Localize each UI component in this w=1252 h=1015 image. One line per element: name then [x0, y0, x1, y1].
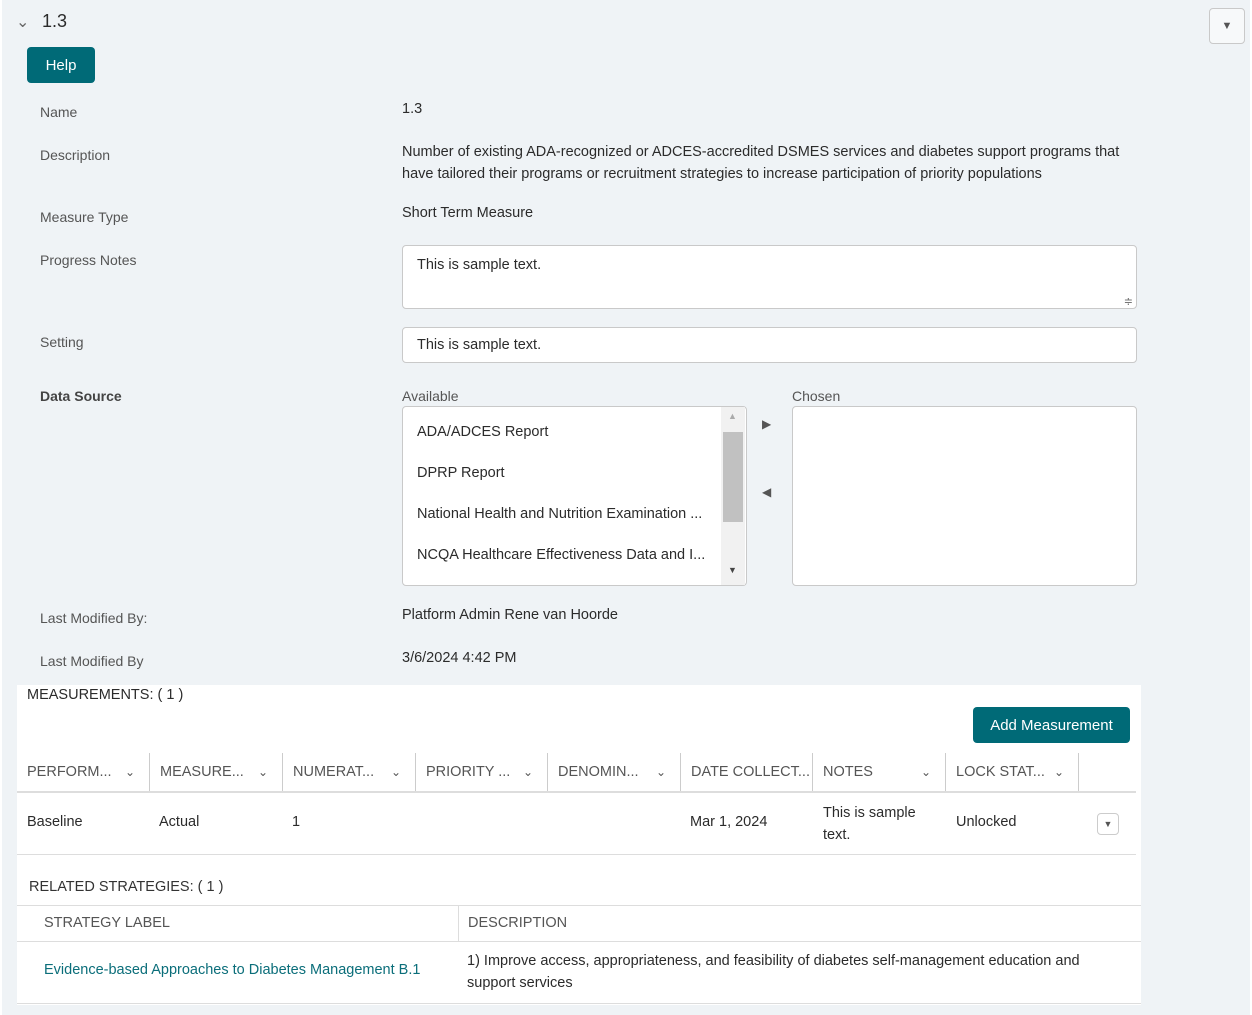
- cell-performance: Baseline: [27, 814, 83, 830]
- column-header-notes[interactable]: NOTES ⌄: [813, 753, 946, 791]
- cell-date-collected: Mar 1, 2024: [690, 814, 768, 830]
- column-label: MEASURE...: [160, 764, 244, 780]
- progress-notes-text: This is sample text.: [417, 257, 542, 273]
- column-label: PRIORITY ...: [426, 764, 511, 780]
- column-label: PERFORM...: [27, 764, 112, 780]
- column-header-measure[interactable]: MEASURE... ⌄: [150, 753, 283, 791]
- column-label: LOCK STAT...: [956, 764, 1045, 780]
- column-header-denominator[interactable]: DENOMIN... ⌄: [548, 753, 681, 791]
- chevron-down-icon[interactable]: ⌄: [124, 765, 135, 779]
- last-modified-by-value: Platform Admin Rene van Hoorde: [402, 607, 618, 623]
- chevron-down-icon[interactable]: ⌄: [16, 14, 30, 31]
- divider: [458, 906, 459, 941]
- chosen-listbox[interactable]: [792, 406, 1137, 586]
- setting-label: Setting: [40, 334, 84, 350]
- progress-notes-label: Progress Notes: [40, 252, 137, 268]
- measure-type-value: Short Term Measure: [402, 205, 534, 221]
- column-label: DENOMIN...: [558, 764, 639, 780]
- setting-input[interactable]: This is sample text.: [402, 327, 1137, 363]
- chevron-down-icon[interactable]: ⌄: [522, 765, 533, 779]
- divider: [17, 791, 1136, 793]
- help-button[interactable]: Help: [27, 47, 95, 83]
- row-actions-button[interactable]: ▼: [1097, 813, 1119, 835]
- description-value: Number of existing ADA-recognized or ADC…: [402, 144, 1120, 182]
- strategies-count: ( 1 ): [197, 879, 224, 895]
- cell-notes: This is sample text.: [823, 805, 916, 843]
- cell-measure: Actual: [159, 814, 200, 830]
- strategies-title: RELATED STRATEGIES: ( 1 ): [29, 879, 223, 895]
- scrollbar[interactable]: ▲ ▼: [721, 407, 745, 585]
- column-header-numerator[interactable]: NUMERAT... ⌄: [283, 753, 416, 791]
- option-dprp-report[interactable]: DPRP Report: [417, 465, 505, 481]
- table-row: Baseline Actual 1 Mar 1, 2024 This is sa…: [17, 793, 1136, 855]
- chevron-down-icon[interactable]: ⌄: [1053, 765, 1064, 779]
- actions-menu-button[interactable]: ▼: [1209, 8, 1245, 44]
- strategy-description: 1) Improve access, appropriateness, and …: [467, 953, 1080, 991]
- scrollbar-thumb[interactable]: [723, 432, 743, 522]
- name-label: Name: [40, 104, 78, 120]
- chevron-down-icon[interactable]: ⌄: [920, 765, 931, 779]
- measurements-count: ( 1 ): [157, 687, 184, 703]
- chevron-down-icon[interactable]: ⌄: [390, 765, 401, 779]
- move-left-icon[interactable]: ◀: [762, 485, 772, 499]
- column-header-strategy-label[interactable]: STRATEGY LABEL: [44, 915, 170, 931]
- strategies-header-row: STRATEGY LABEL DESCRIPTION: [17, 905, 1141, 942]
- measurements-panel: MEASUREMENTS: ( 1 ) Add Measurement PERF…: [17, 685, 1141, 1005]
- option-ncqa-hedis[interactable]: NCQA Healthcare Effectiveness Data and I…: [417, 547, 706, 563]
- cell-lock-status: Unlocked: [956, 814, 1017, 830]
- add-measurement-button[interactable]: Add Measurement: [973, 707, 1130, 743]
- scroll-up-icon[interactable]: ▲: [728, 411, 737, 421]
- available-listbox[interactable]: ADA/ADCES Report DPRP Report National He…: [402, 406, 747, 586]
- chevron-down-icon[interactable]: ⌄: [655, 765, 666, 779]
- chosen-label: Chosen: [792, 388, 841, 404]
- last-modified-value: 3/6/2024 4:42 PM: [402, 650, 517, 666]
- column-header-performance[interactable]: PERFORM... ⌄: [17, 753, 150, 791]
- scroll-down-icon[interactable]: ▼: [728, 565, 737, 575]
- table-row: Evidence-based Approaches to Diabetes Ma…: [17, 942, 1141, 1004]
- column-header-date-collected[interactable]: DATE COLLECT...: [681, 753, 813, 791]
- description-label: Description: [40, 147, 111, 163]
- measurements-title-text: MEASUREMENTS:: [27, 687, 154, 703]
- divider: [17, 854, 1136, 855]
- column-label: DATE COLLECT...: [691, 764, 810, 780]
- cell-numerator: 1: [292, 814, 301, 830]
- name-value: 1.3: [402, 101, 423, 117]
- option-nhanes[interactable]: National Health and Nutrition Examinatio…: [417, 506, 703, 522]
- option-ada-adces-report[interactable]: ADA/ADCES Report: [417, 424, 549, 440]
- section-title: 1.3: [42, 11, 68, 31]
- resize-handle-icon[interactable]: ≑: [1123, 296, 1133, 308]
- progress-notes-textarea[interactable]: This is sample text. ≑: [402, 245, 1137, 309]
- strategies-title-text: RELATED STRATEGIES:: [29, 879, 194, 895]
- chevron-down-icon[interactable]: ⌄: [257, 765, 268, 779]
- available-label: Available: [402, 388, 459, 404]
- column-label: NUMERAT...: [293, 764, 375, 780]
- measure-type-label: Measure Type: [40, 209, 129, 225]
- data-source-label: Data Source: [40, 388, 122, 404]
- strategy-link[interactable]: Evidence-based Approaches to Diabetes Ma…: [44, 962, 421, 978]
- column-header-lock-status[interactable]: LOCK STAT... ⌄: [946, 753, 1079, 791]
- column-header-priority[interactable]: PRIORITY ... ⌄: [416, 753, 548, 791]
- column-label: NOTES: [823, 764, 873, 780]
- column-header-description[interactable]: DESCRIPTION: [468, 915, 568, 931]
- move-right-icon[interactable]: ▶: [762, 417, 772, 431]
- measurements-title: MEASUREMENTS: ( 1 ): [27, 687, 183, 703]
- last-modified-label: Last Modified By: [40, 653, 144, 669]
- last-modified-by-label: Last Modified By:: [40, 610, 148, 626]
